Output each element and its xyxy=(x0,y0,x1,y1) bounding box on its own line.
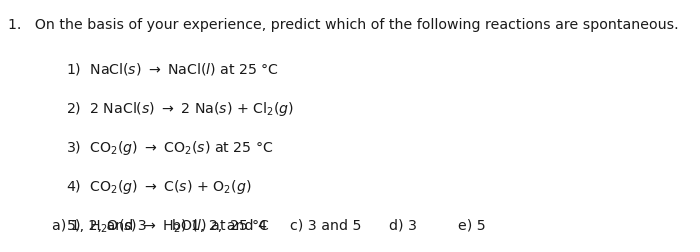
Text: 4)  CO$_2$($g$) $\rightarrow$ C($s$) + O$_2$($g$): 4) CO$_2$($g$) $\rightarrow$ C($s$) + O$… xyxy=(66,178,252,196)
Text: 3)  CO$_2$($g$) $\rightarrow$ CO$_2$($s$) at 25 $\degree$C: 3) CO$_2$($g$) $\rightarrow$ CO$_2$($s$)… xyxy=(66,139,274,156)
Text: 1.   On the basis of your experience, predict which of the following reactions a: 1. On the basis of your experience, pred… xyxy=(8,18,679,32)
Text: 1)  NaCl($s$) $\rightarrow$ NaCl($l$) at 25 $\degree$C: 1) NaCl($s$) $\rightarrow$ NaCl($l$) at … xyxy=(66,60,279,76)
Text: e) 5: e) 5 xyxy=(458,218,486,232)
Text: d) 3: d) 3 xyxy=(389,218,416,232)
Text: c) 3 and 5: c) 3 and 5 xyxy=(290,218,362,232)
Text: 5)  H$_2$O($s$) $\rightarrow$ H$_2$O($l$) at 25 $\degree$C: 5) H$_2$O($s$) $\rightarrow$ H$_2$O($l$)… xyxy=(66,217,270,234)
Text: 2)  2 NaCl($s$) $\rightarrow$ 2 Na($s$) + Cl$_2$($g$): 2) 2 NaCl($s$) $\rightarrow$ 2 Na($s$) +… xyxy=(66,100,295,117)
Text: a) 1, 2, and 3: a) 1, 2, and 3 xyxy=(52,218,147,232)
Text: b) 1, 2, and 4: b) 1, 2, and 4 xyxy=(172,218,267,232)
